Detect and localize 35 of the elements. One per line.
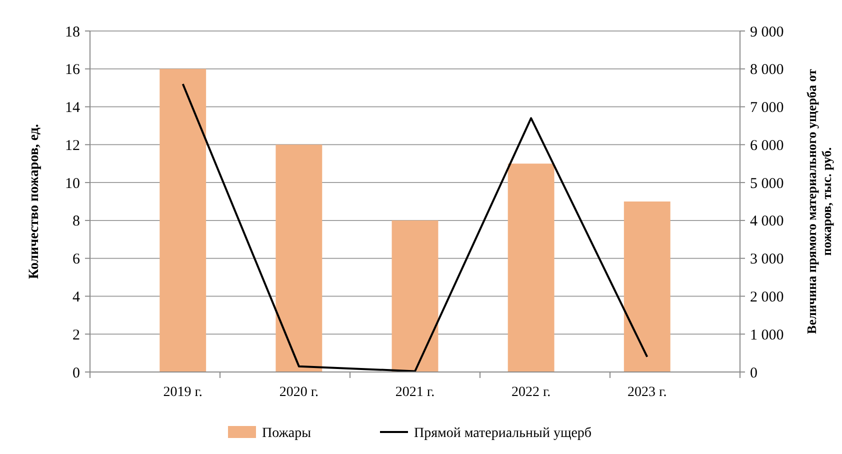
x-tick-label: 2023 г.	[628, 385, 667, 400]
y2-tick-label: 2 000	[750, 289, 784, 306]
y-tick-label: 6	[72, 252, 80, 268]
x-tick-label: 2019 г.	[163, 385, 202, 400]
bar	[624, 202, 670, 372]
bar	[276, 144, 322, 372]
y2-tick-label: 4 000	[750, 214, 784, 230]
y2-tick-label: 6 000	[750, 138, 784, 154]
line-series	[182, 83, 648, 372]
y-axis-title: Количество пожаров, ед.	[27, 124, 42, 280]
y-tick-label: 8	[72, 214, 80, 230]
y2-tick-label: 8 000	[750, 62, 784, 78]
y-tick-label: 18	[65, 24, 80, 40]
y-tick-label: 14	[65, 100, 80, 116]
y-tick-label: 16	[65, 62, 80, 78]
y2-tick-label: 0	[750, 365, 758, 382]
legend-label: Прямой материальный ущерб	[414, 426, 592, 441]
y-tick-label: 0	[72, 365, 80, 382]
y2-axis-title: Величина прямого материального ущерба от пожаров, тыс. руб.	[804, 68, 834, 334]
x-tick-label: 2022 г.	[511, 385, 551, 400]
y2-tick-label: 1 000	[750, 327, 784, 344]
y-tick-label: 4	[72, 289, 80, 306]
y2-tick-label: 3 000	[750, 252, 784, 268]
y2-tick-label: 9 000	[750, 24, 784, 40]
y2-tick-label: 7 000	[750, 100, 784, 116]
x-tick-label: 2020 г.	[279, 385, 319, 400]
y-tick-label: 2	[72, 327, 80, 344]
bar	[160, 68, 206, 372]
legend-label: Пожары	[262, 426, 312, 441]
x-tick-label: 2021 г.	[395, 385, 435, 400]
y-tick-label: 10	[65, 176, 80, 192]
y-tick-label: 12	[65, 138, 80, 154]
y2-tick-label: 5 000	[750, 176, 784, 192]
bar	[392, 220, 438, 372]
bar	[508, 164, 554, 372]
